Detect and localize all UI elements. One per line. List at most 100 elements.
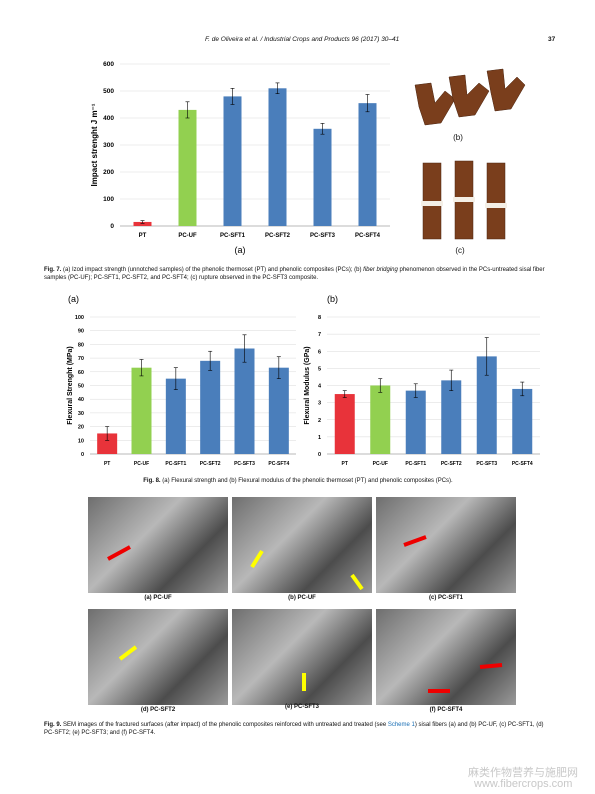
figure-caption: Fig. 9. SEM images of the fractured surf… — [44, 721, 552, 737]
panel-label: (b) PC-UF — [288, 595, 316, 601]
y-tick-label: 500 — [103, 88, 114, 95]
caption-link[interactable]: Scheme 1 — [387, 722, 415, 728]
y-tick-label: 300 — [103, 142, 114, 149]
y-tick-label: 8 — [318, 315, 321, 321]
page-number: 37 — [548, 36, 556, 43]
bar — [223, 96, 242, 227]
running-title: F. de Oliveira et al. / Industrial Crops… — [205, 36, 400, 43]
y-tick-label: 0 — [81, 452, 84, 458]
y-axis-label: Impact strenght J m⁻¹ — [90, 103, 99, 186]
x-tick-label: PC-SFT2 — [200, 461, 221, 467]
panel-label: (a) — [235, 245, 246, 255]
bar — [512, 388, 533, 454]
x-tick-label: PT — [139, 233, 147, 239]
panel-label: (b) — [327, 294, 338, 304]
sem-image — [88, 497, 228, 593]
bar — [268, 367, 289, 454]
y-tick-label: 3 — [318, 401, 321, 407]
caption-text: (a) Flexural strength and (b) Flexural m… — [160, 478, 453, 484]
y-tick-label: 50 — [78, 384, 84, 390]
x-tick-label: PC-UF — [373, 461, 388, 467]
panel-label: (c) PC-SFT1 — [428, 595, 463, 601]
y-tick-label: 200 — [103, 169, 114, 176]
panel-label: (a) — [68, 294, 79, 304]
bar — [200, 360, 221, 454]
figure-caption: Fig. 8. (a) Flexural strength and (b) Fl… — [44, 477, 552, 485]
caption-label: Fig. 7. — [44, 267, 62, 273]
panel-label: (a) PC-UF — [144, 595, 172, 601]
bar — [334, 394, 355, 454]
bar — [441, 380, 462, 454]
y-tick-label: 2 — [318, 418, 321, 424]
x-tick-label: PC-SFT1 — [405, 461, 426, 467]
y-tick-label: 70 — [78, 356, 84, 362]
y-axis-label: Flexural Modulus (GPa) — [304, 346, 311, 424]
y-tick-label: 20 — [78, 425, 84, 431]
caption-text: (a) Izod impact strength (unnotched samp… — [61, 267, 364, 273]
y-tick-label: 40 — [78, 397, 84, 403]
caption-text: ) sisal fibers (a) and (b) PC-UF, (c) PC… — [44, 722, 544, 736]
y-axis-label: Flexural Strenght (MPa) — [67, 346, 74, 425]
specimen-photos — [414, 68, 526, 240]
caption-text: SEM images of the fractured surfaces (af… — [61, 722, 388, 728]
y-tick-label: 90 — [78, 329, 84, 335]
sem-image — [88, 609, 228, 705]
y-tick-label: 6 — [318, 349, 321, 355]
caption-label: Fig. 8. — [143, 478, 161, 484]
y-tick-label: 4 — [318, 384, 322, 390]
bar — [178, 109, 197, 226]
bar — [370, 385, 391, 454]
y-tick-label: 400 — [103, 115, 114, 122]
panel-label: (e) PC-SFT3 — [284, 704, 319, 710]
bar — [97, 433, 118, 454]
bar — [268, 88, 287, 226]
figure-caption: Fig. 7. (a) Izod impact strength (unnotc… — [44, 266, 552, 282]
x-tick-label: PC-UF — [134, 461, 149, 467]
x-tick-label: PC-SFT4 — [355, 233, 381, 239]
x-tick-label: PC-SFT3 — [476, 461, 497, 467]
y-tick-label: 80 — [78, 342, 84, 348]
x-tick-label: PC-SFT2 — [265, 233, 291, 239]
bar — [313, 128, 332, 226]
sem-image — [376, 609, 516, 705]
x-tick-label: PT — [342, 461, 348, 467]
bar — [234, 348, 255, 454]
panel-label: (f) PC-SFT4 — [429, 707, 463, 713]
x-tick-label: PC-SFT3 — [234, 461, 255, 467]
y-tick-label: 0 — [318, 452, 321, 458]
x-tick-label: PC-SFT3 — [310, 233, 336, 239]
x-tick-label: PC-SFT4 — [268, 461, 289, 467]
bar — [405, 390, 426, 454]
y-tick-label: 7 — [318, 332, 321, 338]
caption-label: Fig. 9. — [44, 722, 62, 728]
photo-label: (b) — [453, 133, 463, 142]
y-tick-label: 0 — [110, 223, 114, 230]
y-tick-label: 5 — [318, 366, 321, 372]
y-tick-label: 30 — [78, 411, 84, 417]
y-tick-label: 10 — [78, 438, 84, 444]
bar — [131, 367, 152, 454]
sem-image — [376, 497, 516, 593]
y-tick-label: 600 — [103, 61, 114, 68]
caption-text: fiber bridging — [363, 267, 398, 273]
y-tick-label: 1 — [318, 435, 321, 441]
y-tick-label: 100 — [103, 196, 114, 203]
x-tick-label: PC-SFT2 — [441, 461, 462, 467]
bar — [358, 103, 377, 226]
x-tick-label: PC-UF — [178, 233, 197, 239]
watermark: www.fibercrops.com — [474, 778, 573, 790]
sem-image — [232, 609, 372, 705]
bar — [133, 221, 152, 226]
photo-label: (c) — [455, 246, 465, 255]
y-tick-label: 100 — [75, 315, 84, 321]
watermark: 麻类作物营养与施肥网 — [468, 767, 578, 779]
y-tick-label: 60 — [78, 370, 84, 376]
x-tick-label: PC-SFT1 — [165, 461, 186, 467]
x-tick-label: PC-SFT4 — [512, 461, 533, 467]
caption-text: phenomenon observed in the PCs-untreated… — [44, 267, 545, 281]
x-tick-label: PT — [104, 461, 110, 467]
panel-label: (d) PC-SFT2 — [140, 707, 176, 713]
x-tick-label: PC-SFT1 — [220, 233, 246, 239]
